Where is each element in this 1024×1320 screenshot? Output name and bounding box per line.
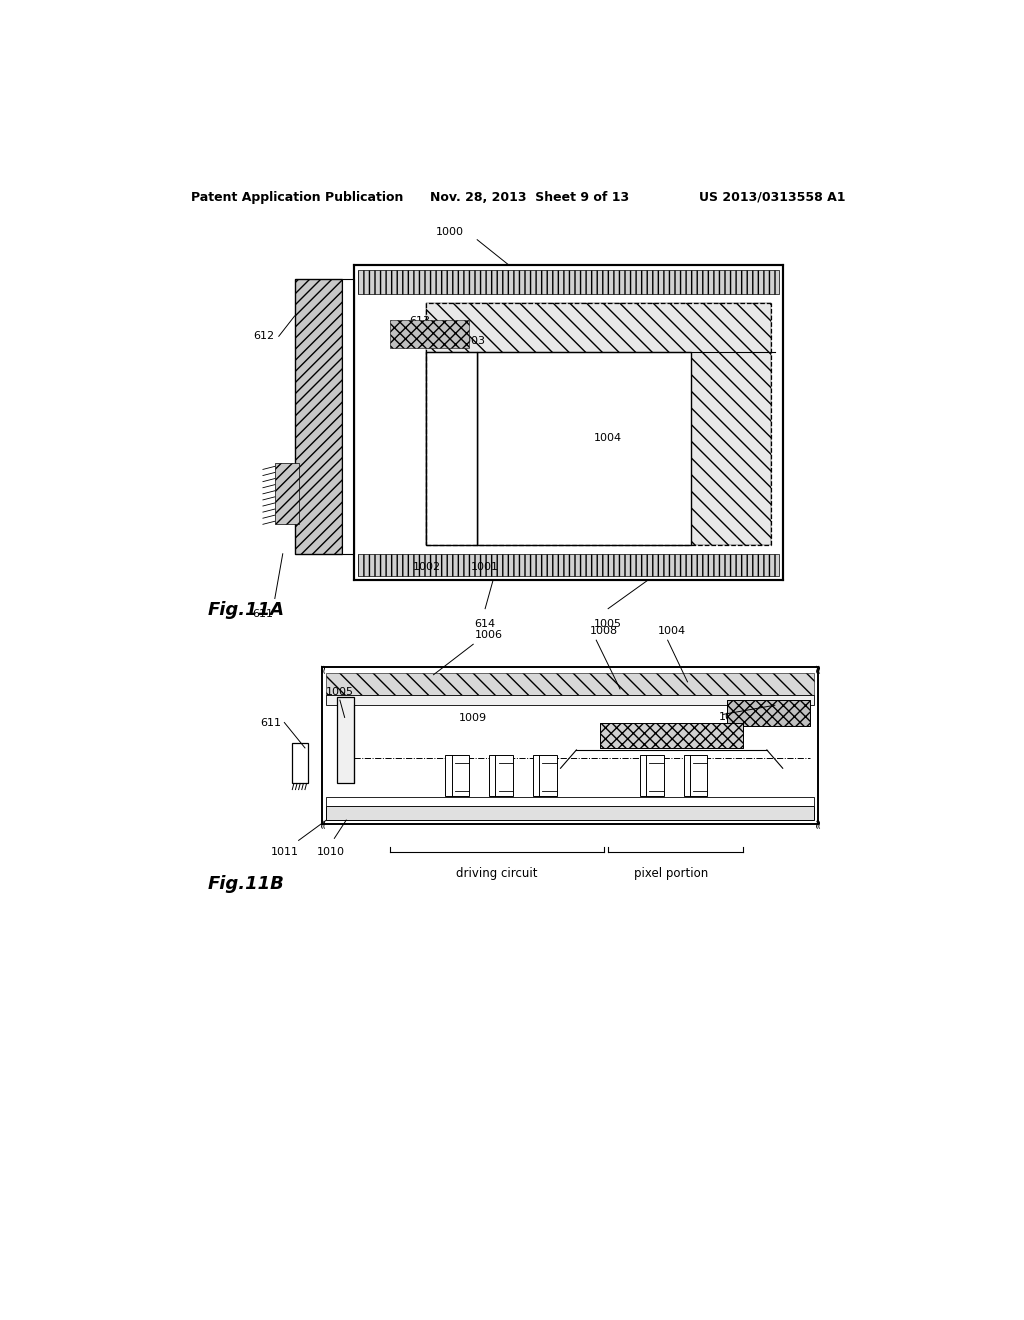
Bar: [323, 667, 818, 824]
Text: 1001: 1001: [471, 562, 499, 572]
Bar: [327, 673, 814, 696]
Bar: [640, 755, 664, 796]
Text: 1007: 1007: [719, 713, 748, 722]
Text: 1010: 1010: [316, 846, 344, 857]
Text: ≈: ≈: [316, 663, 330, 673]
Bar: [342, 280, 354, 554]
Text: US 2013/0313558 A1: US 2013/0313558 A1: [699, 191, 846, 203]
Text: 611: 611: [260, 718, 282, 727]
Text: Nov. 28, 2013  Sheet 9 of 13: Nov. 28, 2013 Sheet 9 of 13: [430, 191, 629, 203]
Text: 1002: 1002: [413, 562, 441, 572]
Bar: [354, 265, 782, 581]
Bar: [600, 722, 743, 748]
Text: 614: 614: [474, 619, 496, 628]
Text: 1000: 1000: [435, 227, 464, 236]
Text: 1008: 1008: [590, 626, 618, 636]
Text: 1005: 1005: [326, 688, 354, 697]
Bar: [337, 697, 354, 784]
Bar: [358, 554, 779, 576]
Bar: [600, 722, 743, 748]
Text: Fig.11B: Fig.11B: [207, 875, 285, 892]
Bar: [358, 271, 779, 293]
Text: ≈: ≈: [811, 818, 824, 829]
Text: ≈: ≈: [811, 663, 824, 673]
Bar: [684, 755, 708, 796]
Bar: [426, 351, 477, 545]
Text: 1004: 1004: [657, 626, 686, 636]
Bar: [327, 797, 814, 805]
Text: 1011: 1011: [270, 846, 298, 857]
Bar: [489, 755, 513, 796]
Text: 612: 612: [254, 331, 274, 342]
Text: 1004: 1004: [594, 433, 623, 444]
Text: 1009: 1009: [459, 713, 487, 722]
Bar: [477, 351, 691, 545]
Bar: [295, 280, 342, 554]
Bar: [327, 805, 814, 820]
Bar: [445, 755, 469, 796]
Bar: [532, 755, 557, 796]
Text: 1005: 1005: [594, 619, 623, 628]
Bar: [390, 319, 469, 348]
Bar: [295, 280, 342, 554]
Bar: [727, 700, 811, 726]
Bar: [327, 696, 814, 705]
Text: Patent Application Publication: Patent Application Publication: [191, 191, 403, 203]
Text: 1003: 1003: [458, 337, 485, 346]
Text: 613: 613: [410, 315, 431, 326]
Bar: [426, 302, 771, 545]
Text: Fig.11A: Fig.11A: [207, 601, 285, 619]
Bar: [292, 743, 308, 784]
Text: ≈: ≈: [316, 818, 330, 829]
Text: driving circuit: driving circuit: [457, 867, 538, 880]
Bar: [274, 463, 299, 524]
Bar: [727, 700, 811, 726]
Text: 611: 611: [252, 609, 273, 619]
Text: pixel portion: pixel portion: [635, 867, 709, 880]
Text: 1006: 1006: [475, 630, 503, 640]
